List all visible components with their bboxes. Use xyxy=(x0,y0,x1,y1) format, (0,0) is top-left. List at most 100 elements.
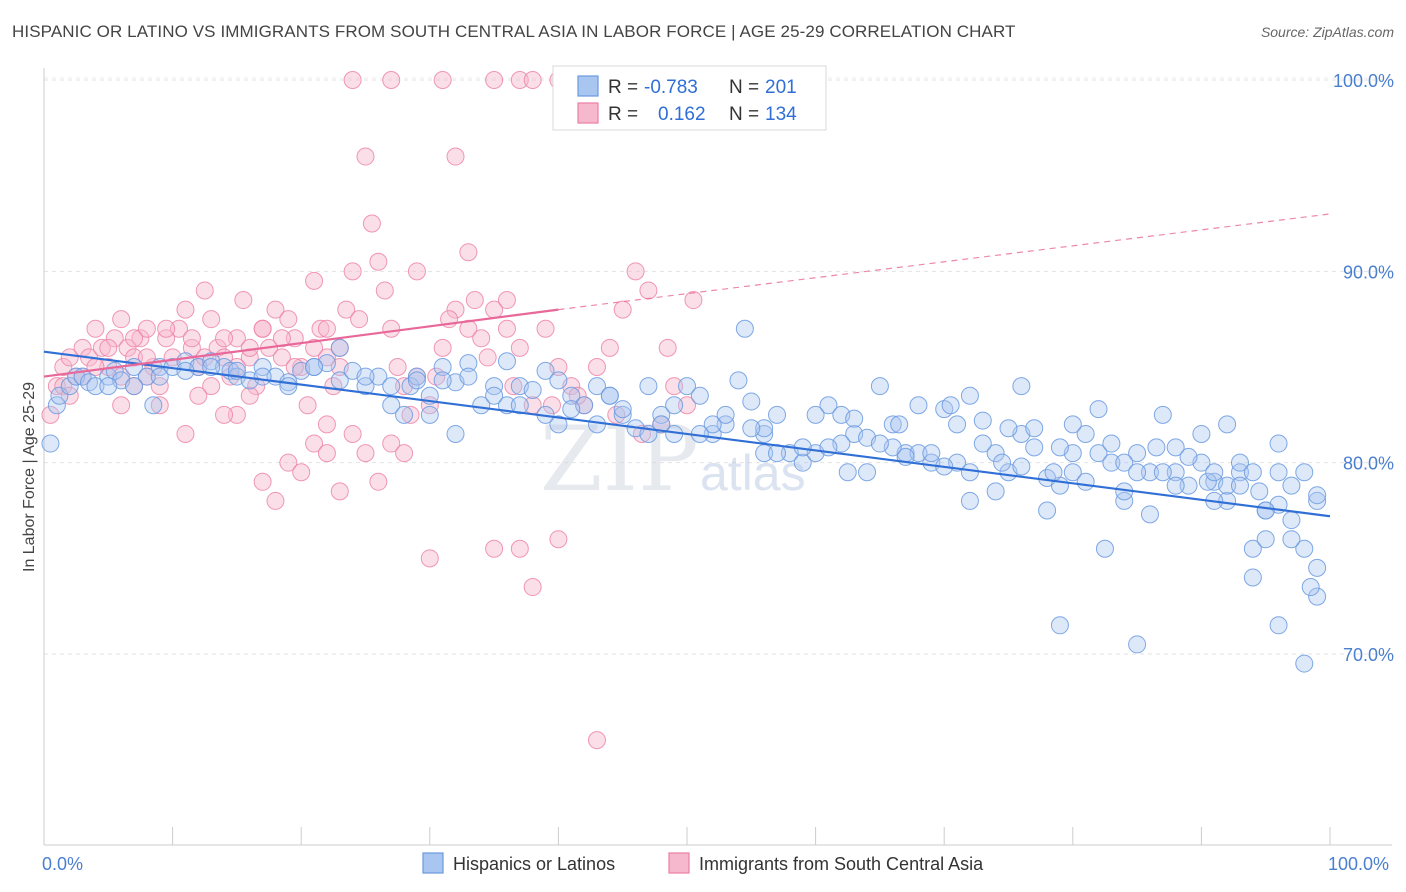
blue-point xyxy=(1243,568,1262,587)
blue-point xyxy=(1063,463,1082,482)
pink-point xyxy=(60,348,79,367)
pink-point xyxy=(369,472,388,491)
blue-point xyxy=(1050,616,1069,635)
blue-point xyxy=(1308,486,1327,505)
blue-point xyxy=(562,386,581,405)
pink-point xyxy=(317,444,336,463)
pink-point xyxy=(182,329,201,348)
blue-point xyxy=(395,405,414,424)
pink-point xyxy=(227,329,246,348)
pink-point xyxy=(317,348,336,367)
blue-point xyxy=(755,419,774,438)
bottom-legend-label-pink: Immigrants from South Central Asia xyxy=(699,854,984,874)
blue-point xyxy=(587,377,606,396)
pink-point xyxy=(478,348,497,367)
blue-point xyxy=(485,377,504,396)
blue-point xyxy=(960,491,979,510)
pink-series-points xyxy=(41,71,703,750)
blue-point xyxy=(1095,539,1114,558)
blue-point xyxy=(137,367,156,386)
blue-point xyxy=(819,396,838,415)
blue-point xyxy=(1166,438,1185,457)
pink-point xyxy=(54,358,73,376)
blue-point xyxy=(1128,463,1147,482)
blue-point xyxy=(420,405,439,424)
blue-point xyxy=(1140,505,1159,524)
legend-r-label-blue: R = xyxy=(608,77,638,98)
pink-point xyxy=(92,338,111,357)
blue-point xyxy=(999,419,1018,438)
pink-point xyxy=(272,329,291,348)
blue-point xyxy=(1166,463,1185,482)
pink-point xyxy=(382,434,401,453)
blue-point xyxy=(806,405,825,424)
pink-point xyxy=(684,291,703,310)
blue-point xyxy=(1115,453,1134,472)
blue-point xyxy=(909,396,928,415)
blue-point xyxy=(716,405,735,424)
pink-point xyxy=(298,396,317,415)
y-tick-labels: 70.0% 80.0% 90.0% 100.0% xyxy=(1333,71,1394,665)
blue-point xyxy=(433,358,452,376)
pink-point xyxy=(382,71,401,89)
blue-point xyxy=(1218,415,1237,434)
blue-point xyxy=(433,371,452,390)
blue-point xyxy=(549,371,568,390)
pink-point xyxy=(497,291,516,310)
pink-point xyxy=(362,214,381,233)
pink-point xyxy=(266,300,285,319)
bottom-legend-swatch-pink xyxy=(668,852,690,874)
pink-point xyxy=(240,338,259,357)
blue-point xyxy=(1230,463,1249,482)
series-legend: Hispanics or Latinos Immigrants from Sou… xyxy=(422,852,984,874)
pink-point xyxy=(157,329,176,348)
blue-point xyxy=(652,405,671,424)
pink-point xyxy=(176,300,195,319)
pink-point xyxy=(465,291,484,310)
blue-point xyxy=(703,415,722,434)
blue-point xyxy=(690,386,709,405)
blue-point xyxy=(125,377,144,396)
blue-point xyxy=(845,409,864,428)
blue-point xyxy=(523,380,542,399)
blue-point xyxy=(883,415,902,434)
pink-point xyxy=(433,338,452,357)
pink-point xyxy=(375,281,394,300)
blue-point xyxy=(1076,472,1095,491)
blue-point xyxy=(1250,482,1269,501)
blue-point xyxy=(1076,424,1095,443)
pink-point xyxy=(279,453,298,472)
blue-point xyxy=(1295,463,1314,482)
pink-point xyxy=(510,539,529,558)
blue-point xyxy=(356,367,375,386)
pink-point xyxy=(54,377,73,396)
blue-point xyxy=(960,463,979,482)
blue-point xyxy=(1295,654,1314,673)
pink-point xyxy=(510,71,529,89)
blue-point xyxy=(1256,501,1275,520)
pink-point xyxy=(587,731,606,750)
blue-point xyxy=(472,396,491,415)
pink-point xyxy=(446,300,465,319)
blue-point xyxy=(735,319,754,338)
pink-point xyxy=(112,396,131,415)
pink-point xyxy=(639,281,658,300)
blue-point xyxy=(1179,447,1198,466)
blue-point xyxy=(497,352,516,371)
blue-point xyxy=(858,463,877,482)
blue-point xyxy=(742,419,761,438)
blue-point xyxy=(1269,463,1288,482)
pink-point xyxy=(86,319,105,338)
pink-point xyxy=(253,319,272,338)
blue-point xyxy=(1038,501,1057,520)
correlation-legend: R = -0.783 N = 201 R = 0.162 N = 134 xyxy=(552,65,827,131)
blue-point xyxy=(1192,424,1211,443)
watermark-atlas: atlas xyxy=(700,445,806,501)
blue-point xyxy=(1153,463,1172,482)
blue-point xyxy=(1282,476,1301,495)
pink-point xyxy=(137,319,156,338)
trend-lines xyxy=(43,213,1331,518)
blue-point xyxy=(870,377,889,396)
blue-point xyxy=(1025,438,1044,457)
blue-point xyxy=(600,386,619,405)
